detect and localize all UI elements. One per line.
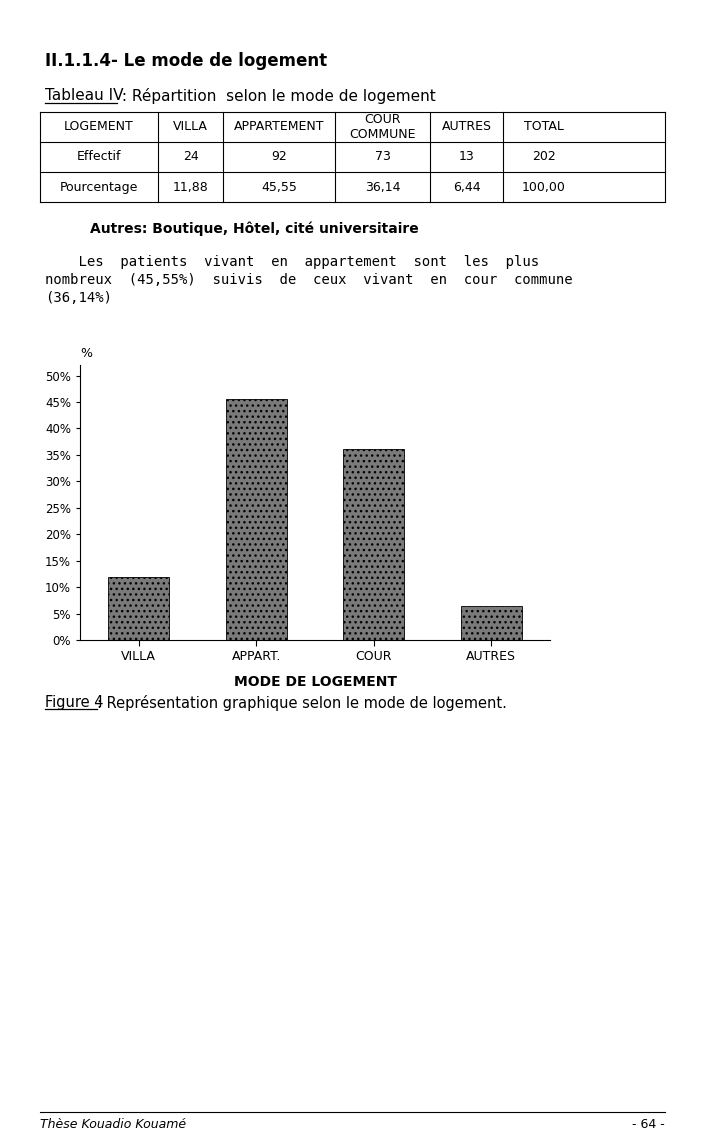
- Text: Effectif: Effectif: [77, 150, 121, 164]
- Text: 36,14: 36,14: [364, 181, 400, 194]
- Text: 92: 92: [271, 150, 287, 164]
- Text: 11,88: 11,88: [173, 181, 209, 194]
- Text: APPARTEMENT: APPARTEMENT: [234, 120, 324, 134]
- Text: 202: 202: [532, 150, 556, 164]
- Text: 6,44: 6,44: [453, 181, 480, 194]
- Text: 24: 24: [183, 150, 198, 164]
- Text: : Représentation graphique selon le mode de logement.: : Représentation graphique selon le mode…: [97, 695, 507, 711]
- Text: Pourcentage: Pourcentage: [60, 181, 138, 194]
- Text: (36,14%): (36,14%): [45, 291, 112, 305]
- Text: Figure 4: Figure 4: [45, 695, 104, 710]
- Text: nombreux  (45,55%)  suivis  de  ceux  vivant  en  cour  commune: nombreux (45,55%) suivis de ceux vivant …: [45, 273, 572, 287]
- Text: Thèse Kouadio Kouamé: Thèse Kouadio Kouamé: [40, 1118, 186, 1131]
- Text: TOTAL: TOTAL: [524, 120, 564, 134]
- Text: : Répartition  selon le mode de logement: : Répartition selon le mode de logement: [117, 88, 436, 104]
- Text: Tableau IV: Tableau IV: [45, 88, 123, 103]
- Text: LOGEMENT: LOGEMENT: [64, 120, 134, 134]
- Text: Autres: Boutique, Hôtel, cité universitaire: Autres: Boutique, Hôtel, cité universita…: [90, 222, 419, 237]
- Text: II.1.1.4- Le mode de logement: II.1.1.4- Le mode de logement: [45, 52, 327, 70]
- Text: 100,00: 100,00: [522, 181, 566, 194]
- Bar: [460, 606, 522, 640]
- Bar: [343, 449, 404, 640]
- Text: Les  patients  vivant  en  appartement  sont  les  plus: Les patients vivant en appartement sont …: [45, 255, 539, 269]
- Bar: [108, 577, 169, 640]
- X-axis label: MODE DE LOGEMENT: MODE DE LOGEMENT: [233, 674, 396, 688]
- Text: AUTRES: AUTRES: [441, 120, 491, 134]
- Text: - 64 -: - 64 -: [632, 1118, 665, 1131]
- Text: 45,55: 45,55: [261, 181, 297, 194]
- Text: COUR
COMMUNE: COUR COMMUNE: [349, 113, 416, 141]
- Text: VILLA: VILLA: [173, 120, 208, 134]
- Bar: [226, 400, 287, 640]
- Text: %: %: [80, 347, 92, 360]
- Text: 13: 13: [459, 150, 474, 164]
- Text: 73: 73: [374, 150, 391, 164]
